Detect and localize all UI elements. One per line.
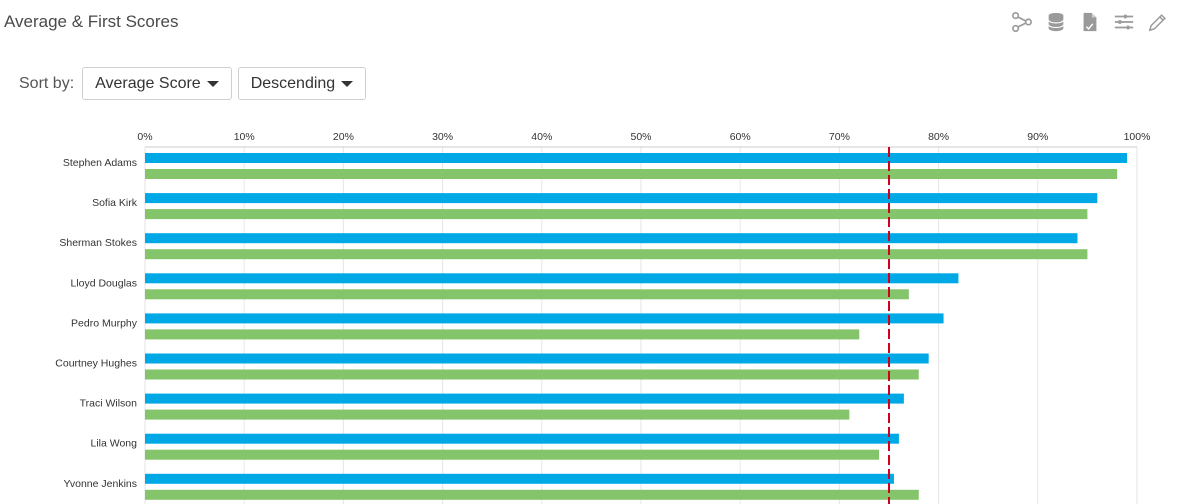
chart-title: Average & First Scores	[4, 12, 179, 31]
filter-list-icon[interactable]	[1112, 10, 1136, 34]
average-score-bar	[145, 273, 959, 284]
sort-order-dropdown[interactable]: Descending	[237, 67, 367, 100]
average-score-bar	[145, 193, 1098, 204]
average-score-bar	[145, 393, 904, 404]
average-score-bar	[145, 473, 894, 484]
category-label: Courtney Hughes	[55, 358, 137, 370]
average-score-bar	[145, 153, 1128, 163]
category-label: Pedro Murphy	[71, 317, 138, 329]
first-score-bar	[145, 289, 909, 300]
average-score-bar	[145, 433, 899, 444]
x-tick-label: 20%	[333, 131, 354, 143]
pencil-icon[interactable]	[1146, 10, 1170, 34]
first-score-bar	[145, 249, 1088, 260]
x-tick-label: 30%	[432, 131, 453, 143]
category-label: Sherman Stokes	[59, 237, 137, 249]
first-score-bar	[145, 409, 850, 420]
category-label: Lila Wong	[90, 438, 137, 450]
document-icon[interactable]	[1078, 10, 1102, 34]
x-tick-label: 40%	[531, 131, 552, 143]
first-score-bar	[145, 449, 880, 460]
first-score-bar	[145, 329, 860, 340]
first-score-bar	[145, 369, 919, 380]
category-label: Stephen Adams	[63, 157, 137, 169]
x-tick-label: 70%	[829, 131, 850, 143]
sort-label: Sort by:	[19, 74, 75, 92]
bar-chart: 0% 10% 20% 30% 40% 50% 60% 70% 80% 90% 100% Stephen…	[55, 131, 1151, 504]
x-tick-label: 10%	[234, 131, 255, 143]
first-score-bar	[145, 209, 1088, 220]
category-label: Sofia Kirk	[92, 197, 138, 209]
sort-order-value: Descending	[250, 74, 336, 92]
category-label: Yvonne Jenkins	[63, 478, 137, 490]
x-tick-label: 90%	[1027, 131, 1048, 143]
x-tick-label: 50%	[630, 131, 651, 143]
database-icon[interactable]	[1044, 10, 1068, 34]
average-score-bar	[145, 313, 944, 324]
average-score-bar	[145, 353, 929, 364]
x-tick-label: 100%	[1124, 131, 1151, 143]
first-score-bar	[145, 169, 1118, 179]
first-score-bar	[145, 489, 919, 500]
chart-toolbar	[1010, 10, 1170, 34]
caret-down-icon	[341, 80, 354, 87]
category-label: Traci Wilson	[80, 398, 138, 410]
sort-field-dropdown[interactable]: Average Score	[82, 67, 232, 100]
x-tick-label: 0%	[137, 131, 152, 143]
caret-down-icon	[206, 80, 219, 87]
average-score-bar	[145, 233, 1078, 244]
sort-field-value: Average Score	[95, 74, 201, 92]
sort-controls: Sort by: Average Score Descending	[19, 67, 367, 100]
x-tick-label: 80%	[928, 131, 949, 143]
x-tick-label: 60%	[730, 131, 751, 143]
category-label: Lloyd Douglas	[70, 277, 137, 289]
share-icon[interactable]	[1010, 10, 1034, 34]
